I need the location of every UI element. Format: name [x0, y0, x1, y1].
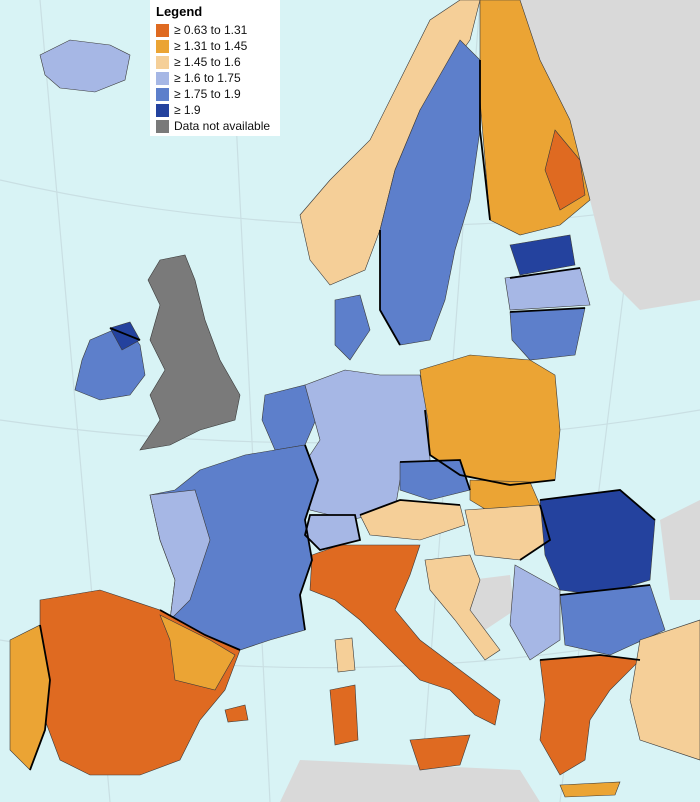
north-africa: [280, 760, 540, 802]
legend-item: ≥ 0.63 to 1.31: [156, 22, 274, 38]
non-eu-land: [280, 0, 700, 802]
legend-label: Data not available: [174, 119, 271, 133]
region-sicily[interactable]: [409, 734, 471, 771]
region-sardinia[interactable]: [329, 684, 359, 746]
legend-item: Data not available: [156, 118, 274, 134]
legend-title: Legend: [156, 4, 203, 19]
legend-label: ≥ 1.75 to 1.9: [174, 87, 241, 101]
legend-label: ≥ 0.63 to 1.31: [174, 23, 248, 37]
ukraine-east: [660, 500, 700, 600]
legend-swatch: [156, 87, 169, 101]
region-iceland[interactable]: [39, 39, 131, 93]
legend-swatch: [156, 119, 169, 133]
region-estonia[interactable]: [509, 234, 576, 276]
region-serbia[interactable]: [509, 564, 561, 661]
legend-item: ≥ 1.6 to 1.75: [156, 70, 274, 86]
bosnia: [470, 575, 515, 630]
legend-swatch: [156, 71, 169, 85]
legend-swatch: [156, 23, 169, 37]
legend-label: ≥ 1.9: [174, 103, 201, 117]
legend-item: ≥ 1.9: [156, 102, 274, 118]
region-balearic[interactable]: [224, 704, 249, 723]
region-corsica[interactable]: [334, 637, 356, 673]
legend-label: ≥ 1.45 to 1.6: [174, 55, 241, 69]
region-norway[interactable]: [299, 0, 481, 286]
region-denmark[interactable]: [334, 294, 371, 361]
region-united-kingdom[interactable]: [139, 254, 241, 451]
legend-swatch: [156, 39, 169, 53]
legend-item: ≥ 1.75 to 1.9: [156, 86, 274, 102]
legend-label: ≥ 1.6 to 1.75: [174, 71, 241, 85]
country-borders: [29, 60, 656, 771]
legend-swatch: [156, 55, 169, 69]
region-spain-east[interactable]: [159, 614, 236, 691]
region-france-west[interactable]: [149, 489, 211, 621]
region-croatia[interactable]: [424, 554, 501, 661]
region-crete[interactable]: [559, 781, 621, 798]
legend-swatch: [156, 103, 169, 117]
legend-label: ≥ 1.31 to 1.45: [174, 39, 248, 53]
russia-north: [520, 0, 700, 310]
legend-item: ≥ 1.31 to 1.45: [156, 38, 274, 54]
legend-item: ≥ 1.45 to 1.6: [156, 54, 274, 70]
region-turkey[interactable]: [629, 619, 700, 761]
legend: Legend ≥ 0.63 to 1.31 ≥ 1.31 to 1.45 ≥ 1…: [150, 0, 280, 136]
region-finland-east[interactable]: [544, 129, 586, 211]
region-italy[interactable]: [309, 544, 501, 726]
